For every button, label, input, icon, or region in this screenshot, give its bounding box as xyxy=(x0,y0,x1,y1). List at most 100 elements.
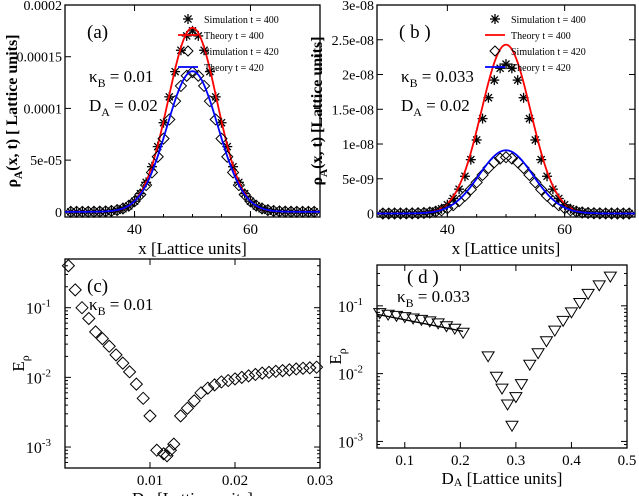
legend: Simulation t = 400 Theory t = 400 Simulati… xyxy=(485,14,586,74)
data-point xyxy=(145,166,159,179)
data-point xyxy=(209,113,222,126)
data-point xyxy=(400,207,413,220)
data-point xyxy=(275,363,290,378)
data-point xyxy=(388,207,401,220)
legend-marker xyxy=(182,45,194,57)
panel-label: (a) xyxy=(87,22,108,43)
data-point xyxy=(128,195,141,208)
data-point xyxy=(405,207,419,220)
data-point xyxy=(75,300,89,315)
data-point xyxy=(529,176,542,189)
data-point xyxy=(422,316,437,328)
plot-frame xyxy=(64,258,321,469)
data-point xyxy=(151,150,164,163)
x-tick-label: 0.3 xyxy=(507,453,526,469)
x-axis-label: DA [Lattice units] xyxy=(442,469,563,489)
data-point xyxy=(173,409,188,423)
y-axis-label: ρA(x, t) [ Lattice units] xyxy=(4,34,25,187)
y-tick-label: 1.5e-08 xyxy=(332,103,374,118)
data-point xyxy=(581,206,595,220)
series-line-3 xyxy=(377,149,635,215)
x-tick-label: 0.1 xyxy=(395,453,414,469)
panel-label: (c) xyxy=(87,276,108,297)
data-point xyxy=(581,288,595,301)
data-point xyxy=(129,377,144,391)
data-point xyxy=(221,150,234,163)
y-tick-label: 0 xyxy=(55,206,62,221)
data-point xyxy=(489,371,504,384)
x-axis-label: DA [Lattice units] xyxy=(132,489,253,496)
y-tick-label: 5e-05 xyxy=(30,154,62,169)
data-point xyxy=(221,373,235,388)
data-point xyxy=(143,409,157,423)
data-point xyxy=(534,183,548,196)
data-point xyxy=(134,188,147,201)
data-point xyxy=(282,363,297,377)
data-point xyxy=(603,271,618,283)
data-point xyxy=(279,205,292,218)
legend-entry: Theory t = 420 xyxy=(511,63,571,74)
data-point xyxy=(556,315,570,328)
x-axis-label: x [Lattice units] xyxy=(138,239,247,258)
x-tick-label: 0.4 xyxy=(562,453,581,469)
data-point xyxy=(303,361,317,375)
y-tick-label: 10-2 xyxy=(26,367,51,387)
y-tick-label: 0.0001 xyxy=(24,102,63,117)
data-point xyxy=(163,443,178,457)
data-point xyxy=(309,360,324,374)
data-point xyxy=(88,325,103,339)
y-tick-label: 0.00015 xyxy=(17,51,63,66)
data-point xyxy=(136,391,150,406)
annotation: DA = 0.02 xyxy=(401,96,470,119)
y-axis-label: ρA(x, t) [Lattice units] xyxy=(309,36,330,185)
data-point xyxy=(505,152,519,165)
data-point xyxy=(174,79,188,93)
data-point xyxy=(228,372,242,386)
y-tick-label: 2e-08 xyxy=(342,69,374,84)
data-point xyxy=(150,443,164,457)
data-point xyxy=(456,327,470,340)
y-tick-label: 3e-08 xyxy=(342,0,374,14)
series-line-1 xyxy=(377,43,635,215)
data-point xyxy=(547,325,562,338)
data-point xyxy=(489,75,500,86)
data-point xyxy=(406,313,420,325)
data-point xyxy=(423,206,436,219)
data-point xyxy=(197,79,211,93)
data-point xyxy=(248,367,263,382)
y-axis-label: Eρ xyxy=(9,355,32,371)
data-point xyxy=(376,207,390,220)
data-point xyxy=(417,206,431,220)
data-point xyxy=(514,379,529,391)
data-point xyxy=(495,383,509,396)
data-point xyxy=(255,366,269,380)
data-point xyxy=(493,152,507,165)
data-point xyxy=(593,207,607,220)
data-point xyxy=(592,280,607,292)
data-point xyxy=(203,94,217,108)
panel-c: 0.01 0.02 0.03 10-3 10-2 10-1 DA [Lattice unit… xyxy=(9,258,333,496)
data-point xyxy=(157,132,170,145)
data-point xyxy=(82,311,96,326)
data-point xyxy=(611,207,624,220)
x-tick-label: 0.01 xyxy=(137,473,163,489)
data-point xyxy=(302,205,315,219)
annotation: κB = 0.033 xyxy=(401,67,474,90)
data-point xyxy=(93,205,106,218)
data-point xyxy=(284,205,298,218)
annotation: κB = 0.01 xyxy=(89,67,153,90)
data-point xyxy=(411,207,425,220)
series-line-1 xyxy=(65,26,320,213)
data-point xyxy=(201,381,215,395)
data-point xyxy=(192,69,205,82)
data-point xyxy=(439,321,454,333)
data-point xyxy=(244,195,257,208)
data-point xyxy=(273,205,286,218)
legend-entry: Theory t = 420 xyxy=(204,63,264,74)
data-point xyxy=(458,189,472,203)
data-point xyxy=(476,168,489,182)
data-point xyxy=(156,447,171,461)
data-point xyxy=(499,151,513,164)
data-point xyxy=(214,375,229,389)
